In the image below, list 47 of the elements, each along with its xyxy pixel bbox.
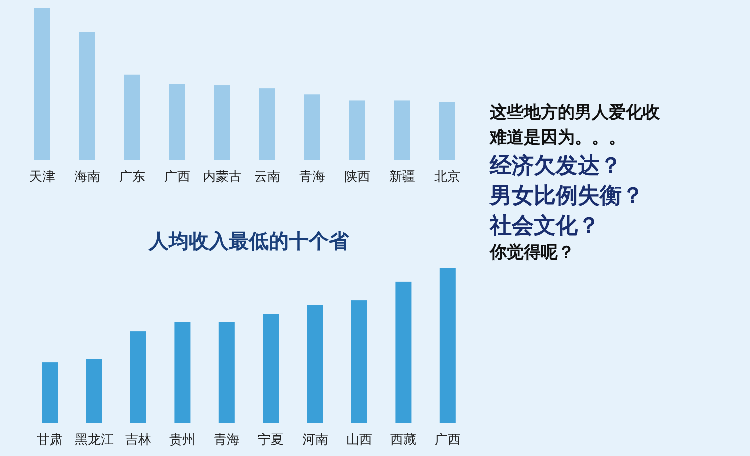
x-tick-label: 云南 xyxy=(254,170,280,185)
x-tick-label: 内蒙古 xyxy=(203,170,242,185)
bar xyxy=(304,94,320,160)
bar xyxy=(396,282,412,423)
x-tick-label: 北京 xyxy=(434,170,460,185)
x-tick-label: 甘肃 xyxy=(37,433,64,448)
text: 社会文化？ xyxy=(489,213,600,239)
bar xyxy=(174,322,191,423)
bar xyxy=(124,74,140,160)
x-tick-label: 青海 xyxy=(214,433,240,448)
bar xyxy=(214,86,230,160)
bar xyxy=(440,102,456,160)
x-tick-label: 黑龙江 xyxy=(74,433,114,448)
bar xyxy=(80,32,96,160)
bar xyxy=(352,300,368,423)
bar xyxy=(263,314,280,423)
x-tick-label: 广西 xyxy=(434,433,461,448)
bar xyxy=(42,362,58,423)
x-tick-label: 天津 xyxy=(30,170,56,185)
x-tick-label: 海南 xyxy=(74,170,100,185)
bar xyxy=(218,322,235,423)
x-tick-label: 吉林 xyxy=(126,433,152,448)
bar xyxy=(130,332,146,423)
x-tick-label: 青海 xyxy=(300,170,326,185)
x-tick-label: 河南 xyxy=(302,433,328,448)
bar xyxy=(86,359,102,423)
text: 这些地方的男人爱化收 xyxy=(489,103,661,123)
bar xyxy=(34,8,50,160)
bar xyxy=(260,88,276,160)
text: 经济欠发达？ xyxy=(489,153,622,179)
bar xyxy=(170,84,186,160)
x-tick-label: 新疆 xyxy=(390,170,416,185)
text: 难道是因为。。。 xyxy=(489,128,626,148)
x-tick-label: 陕西 xyxy=(344,170,370,185)
x-tick-label: 山西 xyxy=(346,433,372,448)
x-tick-label: 宁夏 xyxy=(258,432,284,448)
bar xyxy=(307,305,324,423)
x-tick-label: 贵州 xyxy=(170,433,196,448)
x-tick-label: 广西 xyxy=(164,170,190,185)
bar xyxy=(440,268,456,423)
x-tick-label: 西藏 xyxy=(390,433,417,448)
text: 男女比例失衡？ xyxy=(489,184,644,209)
bar xyxy=(394,100,410,160)
chart-title: 人均收入最低的十个省 xyxy=(148,229,350,253)
bar xyxy=(350,100,366,160)
x-tick-label: 广东 xyxy=(120,170,146,185)
text: 你觉得呢？ xyxy=(489,243,575,263)
